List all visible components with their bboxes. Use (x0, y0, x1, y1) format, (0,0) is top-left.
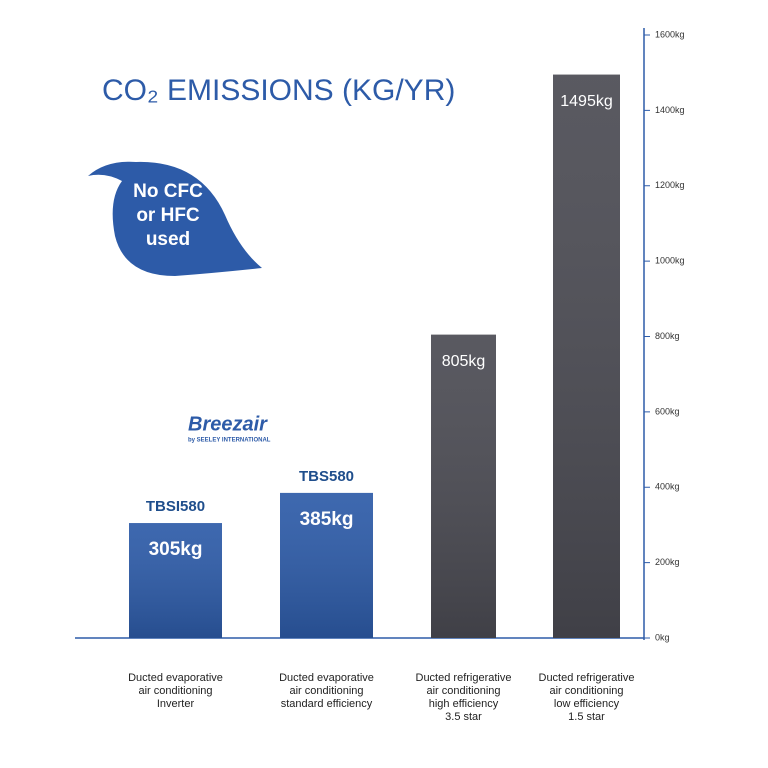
x-tick-label: Ducted refrigerative air conditioning lo… (538, 672, 635, 723)
y-tick-label: 200kg (655, 557, 680, 567)
y-tick-label: 0kg (655, 632, 670, 642)
leaf-text: No CFC or HFC used (133, 181, 203, 250)
y-tick-label: 1000kg (655, 256, 685, 266)
y-tick-label: 400kg (655, 482, 680, 492)
brand: Breezair (188, 413, 268, 435)
x-tick-label: Ducted evaporative air conditioning Inve… (128, 672, 223, 710)
brand-sub: by SEELEY INTERNATIONAL (188, 438, 271, 444)
value-label: 385kg (300, 509, 354, 530)
y-tick-label: 800kg (655, 331, 680, 341)
bar-shade (553, 74, 620, 638)
bar-shade (280, 492, 373, 638)
x-tick-label: Ducted refrigerative air conditioning hi… (415, 672, 512, 723)
leaf (88, 161, 262, 276)
bar-shade (129, 523, 222, 638)
y-tick-label: 1600kg (655, 29, 685, 39)
x-tick-label: Ducted evaporative air conditioning stan… (279, 672, 374, 710)
value-label: 805kg (442, 353, 486, 370)
model-label: TBS580 (299, 468, 354, 485)
value-label: 305kg (149, 539, 203, 560)
model-label: TBSI580 (146, 498, 205, 515)
y-tick-label: 1200kg (655, 180, 685, 190)
chart-title: CO₂ EMISSIONS (KG/YR) (102, 74, 455, 107)
y-tick-label: 1400kg (655, 105, 685, 115)
y-tick-label: 600kg (655, 406, 680, 416)
value-label: 1495kg (560, 93, 613, 110)
bar-shade (431, 334, 496, 638)
